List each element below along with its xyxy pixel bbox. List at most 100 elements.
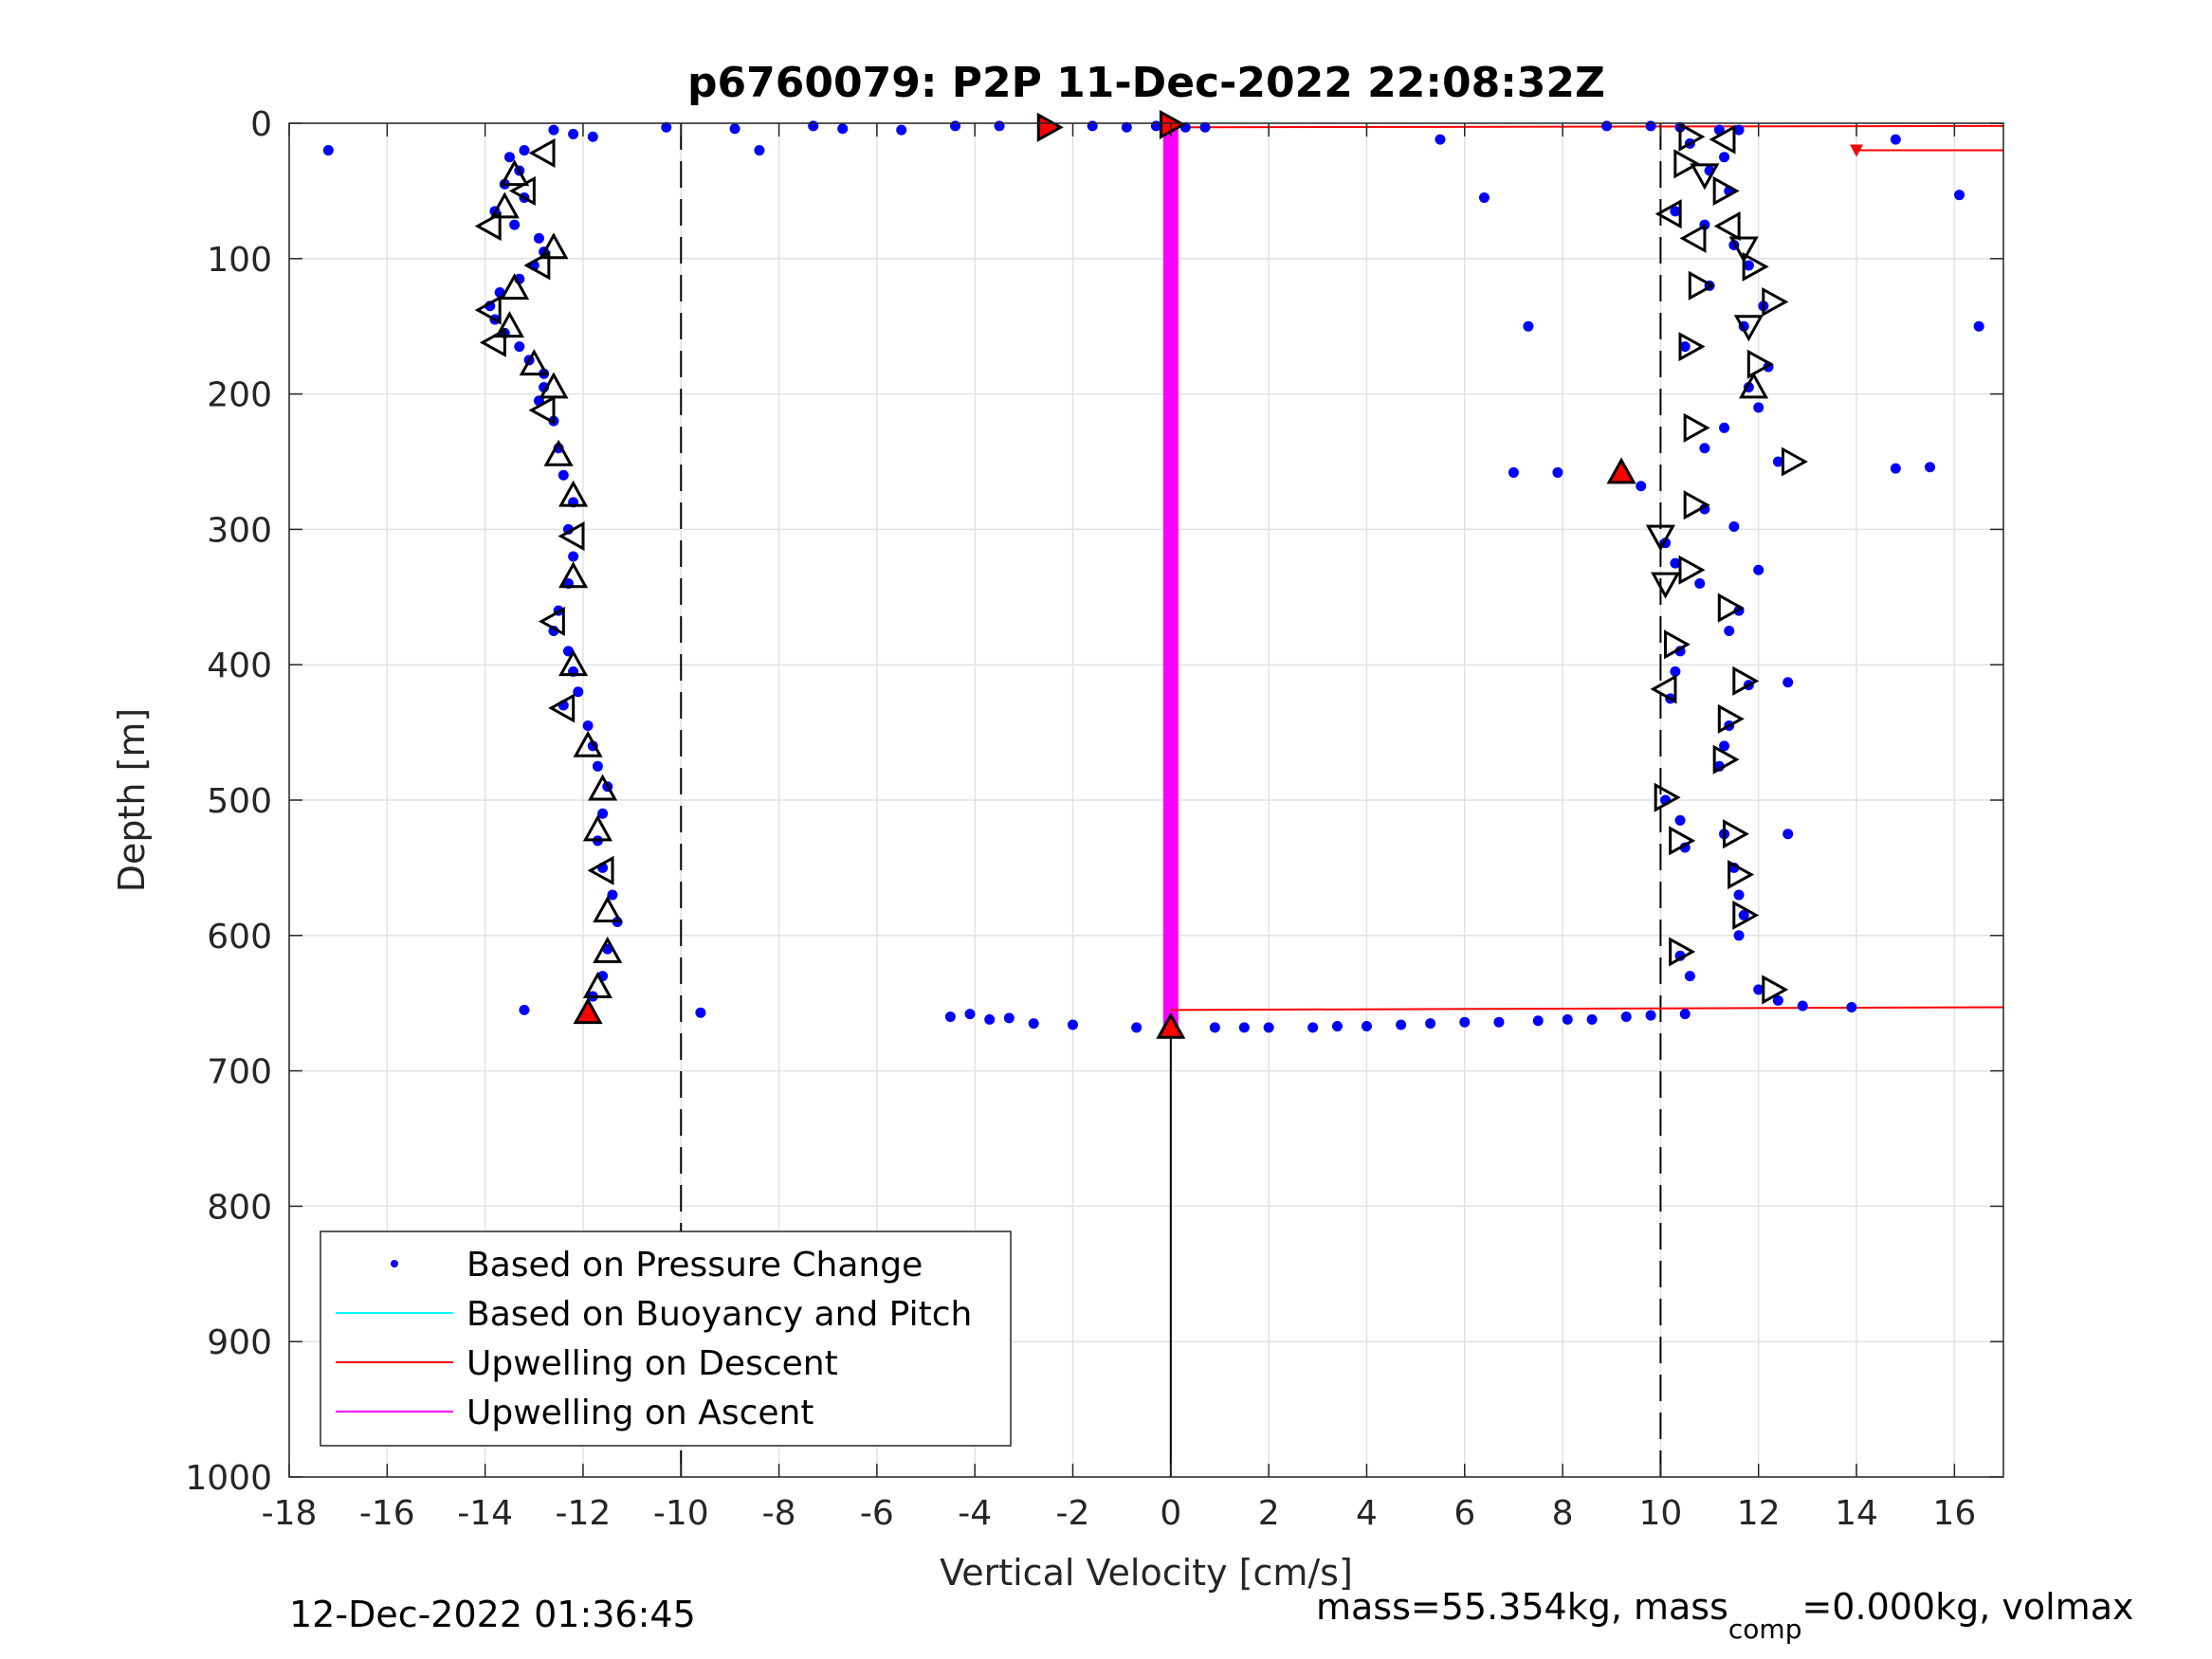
pressure-point-ascent-44	[1733, 889, 1745, 901]
y-tick-label-1: 100	[207, 241, 272, 280]
pressure-point-surface_transition-6	[754, 145, 765, 156]
marker-tri-right-49	[1683, 412, 1710, 443]
legend-label-0: Based on Pressure Change	[466, 1246, 923, 1285]
pressure-point-descent-33	[582, 720, 594, 731]
pressure-point-ascent-63	[1782, 677, 1794, 688]
x-tick-label-17: 16	[1932, 1494, 1976, 1533]
pressure-point-ascent-61	[1890, 463, 1901, 474]
pressure-point-bottom_transition-10	[1209, 1022, 1220, 1033]
pressure-point-ascent-29	[1694, 578, 1706, 590]
y-tick-label-7: 700	[207, 1053, 272, 1092]
y-tick-label-10: 1000	[185, 1459, 272, 1498]
marker-tri-right-64	[1728, 859, 1755, 890]
x-tick-label-15: 12	[1737, 1494, 1781, 1533]
legend: Based on Pressure Change Based on Buoyanc…	[320, 1231, 1012, 1447]
y-tick-label-6: 600	[207, 918, 272, 957]
y-axis-label: Depth [m]	[111, 708, 153, 893]
pressure-point-bottom_transition-8	[1131, 1022, 1143, 1033]
marker-tri-left-7	[508, 175, 536, 206]
y-tick-label-4: 400	[207, 647, 272, 685]
pressure-point-ascent-49	[1753, 984, 1764, 995]
pressure-point-ascent-51	[1797, 1000, 1808, 1012]
pressure-point-descent-6	[509, 219, 521, 230]
marker-tri-up-8	[489, 191, 520, 219]
marker-tri-right-53	[1678, 555, 1706, 585]
legend-label-1: Based on Buoyancy and Pitch	[466, 1295, 972, 1334]
pressure-point-ascent-65	[1753, 564, 1764, 575]
marker-tri-right-33	[1678, 121, 1706, 152]
marker-tri-right-63	[1669, 826, 1696, 856]
marker-tri-right-57	[1732, 665, 1760, 696]
pressure-point-ascent-24	[1636, 481, 1647, 492]
pressure-point-ascent-22	[1772, 456, 1783, 467]
pressure-point-bottom_transition-17	[1425, 1018, 1436, 1030]
pressure-point-bottom_transition-2	[944, 1011, 956, 1022]
marker-tri-up-22	[558, 561, 589, 589]
marker-tri-right-47	[1746, 349, 1774, 379]
marker-tri-right-55	[1717, 592, 1745, 623]
marker-tri-up-19	[543, 439, 574, 466]
marker-tri-up-16	[519, 349, 549, 376]
legend-box	[320, 1231, 1012, 1447]
pressure-point-ascent-0	[1601, 120, 1613, 132]
pressure-point-surface_transition-2	[568, 128, 579, 139]
legend-label-2: Upwelling on Descent	[466, 1344, 838, 1383]
y-tick-label-8: 800	[207, 1188, 272, 1227]
pressure-point-bottom_transition-3	[964, 1009, 976, 1020]
x-tick-label-10: 2	[1258, 1494, 1280, 1533]
pressure-point-bottom_transition-7	[1068, 1019, 1079, 1030]
pressure-point-ascent-46	[1733, 930, 1745, 941]
pressure-point-ascent-59	[1954, 190, 1965, 201]
footer-timestamp: 12-Dec-2022 01:36:45	[289, 1594, 696, 1635]
marker-tri-right-35	[1673, 149, 1701, 179]
y-tick-label-2: 200	[207, 376, 272, 415]
pressure-point-surface_transition-10	[950, 120, 961, 132]
marker-tri-left-34	[1709, 124, 1736, 155]
marker-tri-up-28	[582, 814, 612, 842]
pressure-point-ascent-19	[1753, 402, 1764, 413]
pressure-point-ascent-1	[1645, 120, 1656, 132]
marker-tri-up-31	[593, 936, 623, 963]
pressure-point-ascent-31	[1724, 626, 1735, 636]
pressure-point-bottom_transition-12	[1263, 1022, 1274, 1033]
x-tick-label-9: 0	[1160, 1494, 1181, 1533]
marker-tri-up-14	[494, 311, 525, 338]
pressure-point-bottom_transition-11	[1238, 1022, 1250, 1033]
marker-tri-right-1	[1159, 109, 1186, 139]
x-tick-label-5: -8	[762, 1494, 796, 1533]
pressure-point-descent-22	[558, 469, 569, 481]
marker-tri-down-36	[1690, 163, 1720, 191]
legend-label-3: Upwelling on Ascent	[466, 1394, 814, 1432]
upwelling-on-descent-line-2	[1170, 1006, 2004, 1012]
x-tick-label-11: 4	[1356, 1494, 1378, 1533]
pressure-point-ascent-60	[1973, 320, 1984, 332]
marker-tri-up-27	[588, 774, 618, 801]
pressure-point-descent-25	[568, 551, 579, 562]
marker-tri-down-54	[1651, 572, 1681, 599]
pressure-point-ascent-45	[1738, 909, 1749, 921]
x-tick-label-8: -2	[1056, 1494, 1090, 1533]
pressure-point-bottom_transition-24	[1645, 1010, 1656, 1021]
marker-tri-left-5	[528, 137, 556, 168]
x-tick-label-7: -4	[958, 1494, 992, 1533]
marker-tri-right-51	[1683, 490, 1710, 520]
pressure-point-surface_transition-3	[587, 131, 598, 142]
marker-tri-right-61	[1654, 782, 1681, 812]
pressure-point-surface_transition-14	[1121, 121, 1132, 133]
y-tick-label-5: 500	[207, 782, 272, 821]
y-axis: 0 100 200 300 400 500 600 700 800 900 1000	[185, 105, 2003, 1498]
x-axis: -18 -16 -14 -12 -10 -8 -6 -4 -2 0 2 4 6 8 10 12 14 16	[262, 123, 1976, 1533]
pressure-point-surface_transition-0	[322, 145, 334, 156]
pressure-point-descent-40	[607, 889, 618, 901]
x-tick-label-4: -10	[653, 1494, 709, 1533]
y-tick-label-9: 900	[207, 1323, 272, 1362]
marker-tri-up-2	[573, 997, 603, 1025]
pressure-point-ascent-9	[1670, 206, 1681, 217]
pressure-point-bottom_transition-20	[1532, 1015, 1544, 1027]
upwelling-on-descent-marker	[1850, 144, 1864, 157]
pressure-point-ascent-20	[1719, 422, 1730, 433]
marker-tri-up-26	[573, 730, 603, 757]
pressure-point-ascent-62	[1925, 462, 1936, 473]
pressure-point-ascent-37	[1719, 740, 1730, 752]
